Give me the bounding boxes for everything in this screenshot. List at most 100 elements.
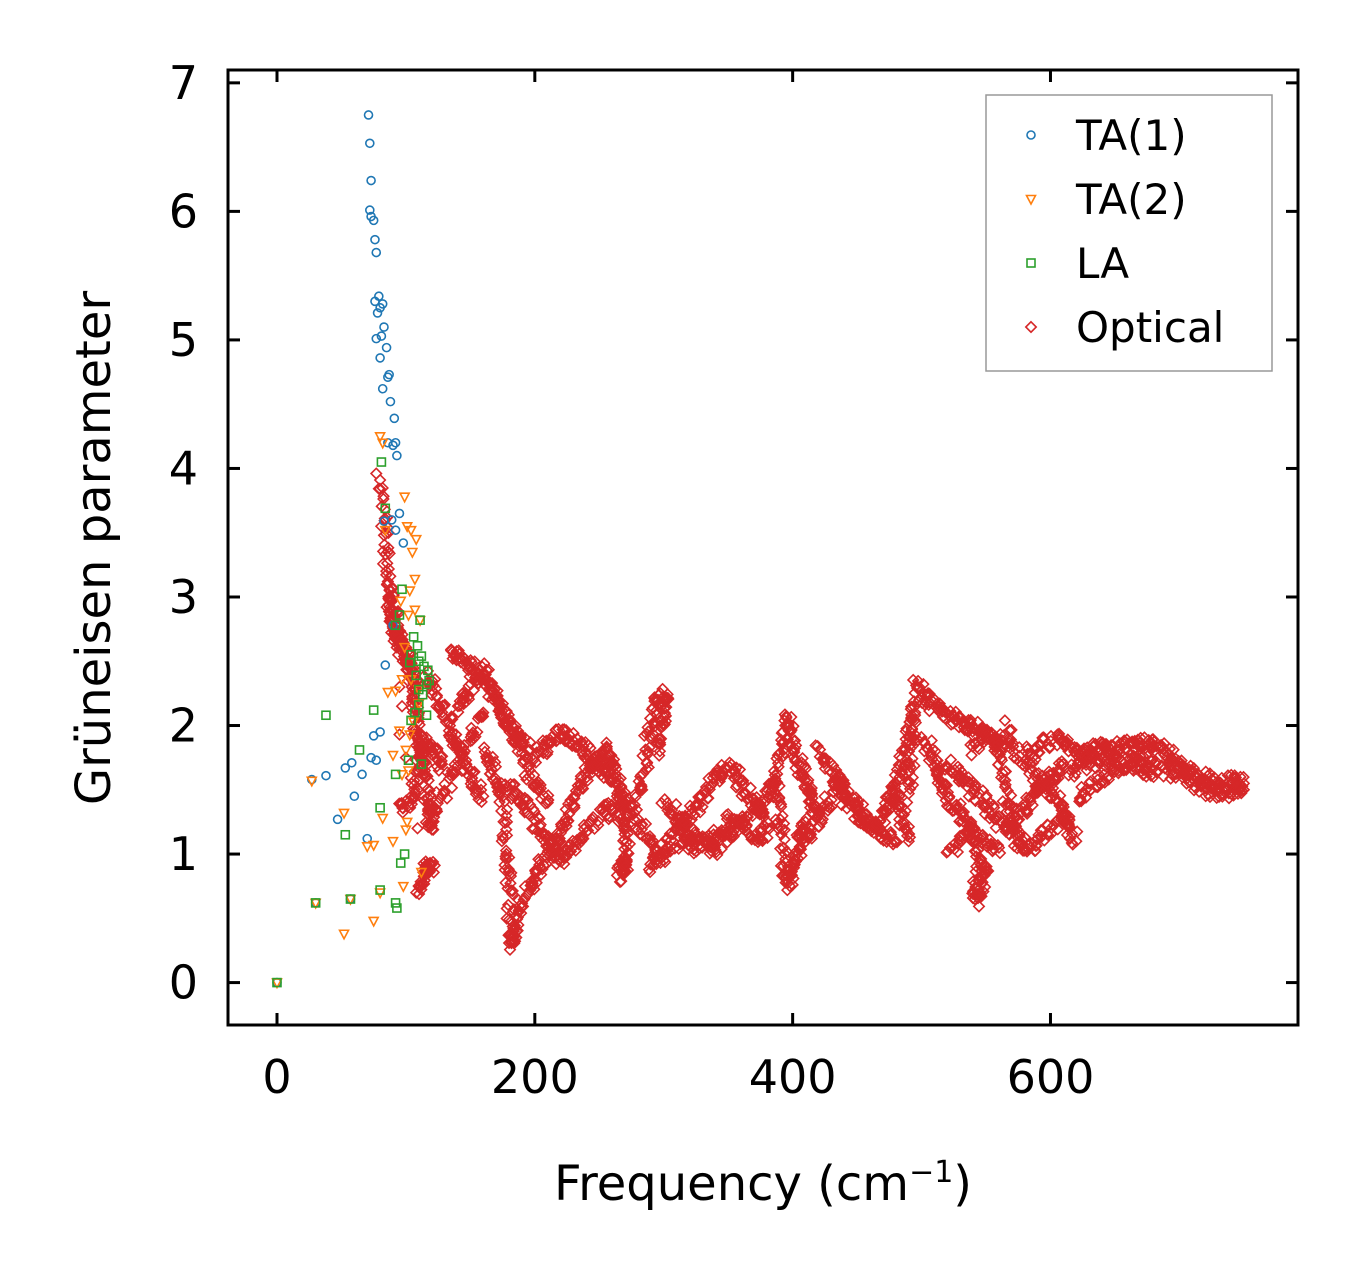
- optical-point: [575, 745, 589, 758]
- la-point: [413, 700, 424, 710]
- ta-1--point: [370, 296, 380, 307]
- y-tick-label: 7: [169, 56, 198, 110]
- y-axis-label: Grüneisen parameter: [66, 291, 122, 806]
- optical-point: [715, 842, 728, 856]
- optical-point: [847, 798, 861, 811]
- optical-point: [982, 727, 996, 741]
- optical-point: [905, 708, 918, 722]
- ta-1--point: [371, 333, 382, 344]
- optical-point: [907, 695, 921, 708]
- optical-point: [986, 842, 1000, 855]
- optical-point: [851, 802, 865, 816]
- optical-point: [504, 869, 518, 883]
- optical-point: [977, 735, 991, 749]
- optical-point: [906, 778, 920, 792]
- optical-point: [411, 782, 425, 796]
- la-point: [416, 759, 427, 769]
- la-point: [415, 615, 425, 625]
- optical-point: [1030, 741, 1044, 755]
- optical-point: [617, 867, 631, 880]
- optical-point: [501, 898, 515, 912]
- legend-items: TA(1) TA(2) LA Optical: [1024, 111, 1224, 352]
- ta-1--point: [381, 342, 392, 353]
- optical-point: [715, 823, 729, 837]
- optical-point: [1126, 751, 1139, 765]
- optical-point: [424, 739, 437, 753]
- optical-point: [677, 831, 691, 845]
- optical-point: [482, 752, 496, 765]
- optical-point: [543, 836, 557, 849]
- optical-point: [636, 767, 650, 780]
- optical-point: [464, 721, 478, 735]
- ta-1--point: [365, 138, 375, 149]
- legend-item: TA(1): [1026, 111, 1187, 160]
- ta-2--point: [401, 817, 414, 829]
- optical-point: [975, 870, 989, 884]
- optical-point: [377, 489, 390, 503]
- optical-point: [887, 796, 900, 809]
- optical-point: [1199, 782, 1213, 796]
- optical-point: [897, 818, 911, 832]
- optical-point: [635, 823, 648, 836]
- optical-point: [597, 743, 611, 756]
- optical-point: [427, 866, 441, 879]
- optical-point: [900, 829, 914, 843]
- optical-point: [1187, 769, 1201, 783]
- optical-point: [949, 713, 963, 727]
- optical-point: [908, 759, 921, 773]
- optical-point: [1173, 766, 1187, 780]
- optical-point: [533, 812, 546, 825]
- optical-point: [1158, 761, 1172, 775]
- optical-point: [425, 804, 439, 818]
- la-point: [408, 632, 419, 642]
- optical-point: [393, 728, 406, 741]
- optical-point: [951, 845, 965, 859]
- la-point: [321, 710, 331, 721]
- ta-1--point: [389, 413, 400, 424]
- optical-point: [570, 833, 584, 847]
- optical-point: [579, 745, 593, 759]
- optical-point: [972, 742, 986, 756]
- optical-point: [1058, 814, 1072, 828]
- optical-point: [568, 801, 581, 815]
- optical-point: [654, 721, 668, 734]
- optical-point: [787, 744, 801, 757]
- optical-point: [1069, 766, 1082, 780]
- optical-point: [573, 831, 587, 845]
- ta-2--point: [374, 432, 386, 444]
- optical-point: [826, 759, 840, 772]
- optical-point: [498, 816, 512, 830]
- optical-point: [1004, 733, 1018, 747]
- optical-point: [1068, 740, 1081, 754]
- optical-point: [430, 760, 444, 773]
- optical-point: [708, 831, 722, 845]
- optical-point: [776, 809, 789, 823]
- optical-point: [432, 701, 446, 714]
- optical-point: [376, 481, 389, 495]
- optical-point: [952, 837, 965, 851]
- optical-point: [407, 774, 421, 787]
- optical-point: [557, 857, 571, 871]
- optical-point: [694, 833, 708, 846]
- optical-point: [476, 706, 490, 719]
- optical-point: [393, 680, 406, 694]
- y-tick-label: 5: [169, 313, 198, 367]
- optical-point: [466, 726, 480, 739]
- optical-point: [639, 743, 652, 757]
- la-point: [395, 858, 406, 868]
- optical-point: [634, 778, 648, 792]
- optical-point: [827, 779, 841, 792]
- optical-point: [566, 798, 579, 812]
- optical-point: [501, 780, 514, 793]
- optical-point: [425, 819, 439, 833]
- ta-2--point: [409, 605, 421, 617]
- optical-point: [703, 780, 717, 794]
- optical-point: [1177, 768, 1191, 781]
- ta-1--point: [371, 755, 382, 766]
- optical-point: [440, 792, 454, 805]
- ta-2--point: [376, 813, 389, 825]
- optical-point: [992, 758, 1005, 771]
- optical-point: [908, 713, 922, 727]
- optical-point: [669, 797, 683, 811]
- x-tick-label: 0: [262, 1050, 291, 1104]
